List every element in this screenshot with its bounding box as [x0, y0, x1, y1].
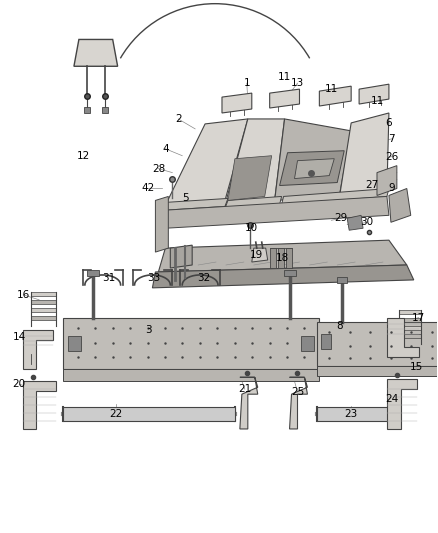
Polygon shape	[162, 198, 228, 211]
Polygon shape	[282, 189, 389, 204]
Polygon shape	[294, 159, 334, 179]
Polygon shape	[162, 197, 389, 228]
Polygon shape	[102, 107, 108, 113]
Text: 5: 5	[182, 193, 188, 204]
Text: 33: 33	[147, 273, 160, 283]
Polygon shape	[152, 265, 414, 288]
Polygon shape	[31, 300, 56, 304]
Polygon shape	[278, 248, 283, 268]
Text: 1: 1	[244, 78, 250, 88]
Polygon shape	[84, 107, 90, 113]
Polygon shape	[63, 318, 319, 369]
Polygon shape	[275, 119, 351, 200]
Polygon shape	[170, 245, 192, 268]
Text: 32: 32	[198, 273, 211, 283]
Text: 19: 19	[250, 250, 263, 260]
Text: 14: 14	[13, 332, 26, 342]
Polygon shape	[283, 270, 296, 276]
Polygon shape	[399, 334, 421, 337]
Polygon shape	[286, 248, 292, 268]
Polygon shape	[321, 334, 331, 350]
Polygon shape	[301, 336, 314, 351]
Polygon shape	[159, 240, 407, 272]
Text: 27: 27	[365, 180, 378, 190]
Polygon shape	[63, 407, 235, 421]
Polygon shape	[389, 189, 411, 222]
Polygon shape	[318, 407, 391, 421]
Text: 17: 17	[412, 313, 425, 322]
Polygon shape	[290, 377, 307, 429]
Polygon shape	[387, 318, 419, 358]
Polygon shape	[222, 93, 252, 113]
Text: 29: 29	[335, 213, 348, 223]
Text: 23: 23	[345, 409, 358, 419]
Polygon shape	[339, 113, 389, 198]
Polygon shape	[318, 321, 438, 366]
Polygon shape	[319, 86, 351, 106]
Polygon shape	[399, 310, 421, 314]
Text: 30: 30	[360, 217, 374, 227]
Polygon shape	[270, 89, 300, 108]
Polygon shape	[87, 270, 99, 276]
Text: 16: 16	[17, 290, 30, 300]
Text: 2: 2	[175, 114, 182, 124]
Polygon shape	[399, 326, 421, 329]
Text: 10: 10	[245, 223, 258, 233]
Text: 31: 31	[102, 273, 115, 283]
Text: 3: 3	[145, 325, 152, 335]
Text: 11: 11	[325, 84, 338, 94]
Polygon shape	[318, 366, 438, 376]
Polygon shape	[387, 379, 417, 429]
Text: 22: 22	[109, 409, 122, 419]
Text: 12: 12	[77, 151, 91, 161]
Text: 18: 18	[276, 253, 289, 263]
Polygon shape	[155, 197, 168, 252]
Polygon shape	[270, 248, 276, 268]
Text: 15: 15	[410, 362, 424, 373]
Text: 6: 6	[385, 118, 392, 128]
Polygon shape	[399, 318, 421, 321]
Polygon shape	[337, 277, 347, 283]
Polygon shape	[31, 308, 56, 312]
Polygon shape	[225, 197, 282, 208]
Polygon shape	[63, 369, 319, 381]
Polygon shape	[23, 329, 53, 369]
Text: 7: 7	[389, 134, 395, 144]
Polygon shape	[359, 84, 389, 104]
Polygon shape	[31, 292, 56, 296]
Polygon shape	[377, 166, 397, 196]
Polygon shape	[279, 151, 344, 185]
Polygon shape	[31, 316, 56, 320]
Text: 11: 11	[371, 96, 384, 106]
Text: 24: 24	[385, 394, 399, 404]
Polygon shape	[228, 156, 272, 200]
Text: 4: 4	[162, 144, 169, 154]
Polygon shape	[23, 381, 56, 429]
Text: 8: 8	[336, 321, 343, 330]
Text: 26: 26	[385, 152, 399, 161]
Polygon shape	[252, 248, 268, 262]
Text: 11: 11	[278, 72, 291, 82]
Polygon shape	[347, 215, 363, 230]
Text: 42: 42	[142, 183, 155, 193]
Polygon shape	[225, 119, 285, 205]
Text: 20: 20	[13, 379, 26, 389]
Text: 28: 28	[152, 164, 165, 174]
Text: 21: 21	[238, 384, 251, 394]
Polygon shape	[68, 336, 81, 351]
Text: 25: 25	[291, 387, 304, 397]
Polygon shape	[165, 119, 248, 205]
Text: 9: 9	[389, 183, 395, 193]
Polygon shape	[240, 377, 258, 429]
Text: 13: 13	[291, 78, 304, 88]
Polygon shape	[74, 39, 118, 66]
